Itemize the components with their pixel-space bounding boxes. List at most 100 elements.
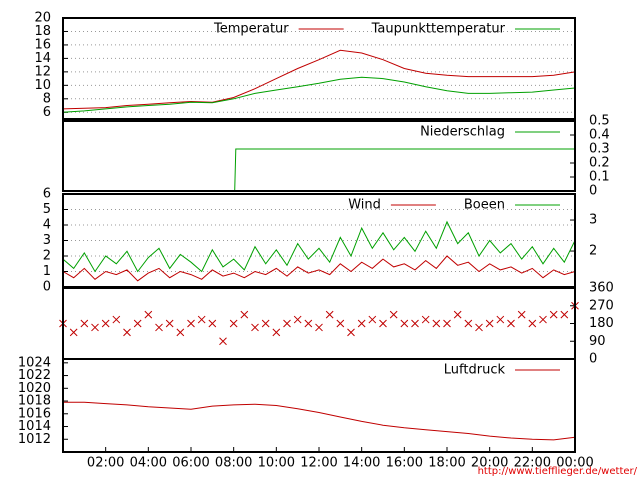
- scatter-point: [464, 319, 473, 328]
- legend-label: Boeen: [464, 198, 505, 213]
- scatter-point: [261, 319, 270, 328]
- scatter-point: [283, 319, 291, 328]
- y-tick-label: 360: [589, 281, 614, 296]
- scatter-point: [293, 315, 302, 324]
- x-tick-label: 18:00: [428, 456, 465, 471]
- scatter-point: [432, 319, 441, 328]
- x-tick-label: 08:00: [215, 456, 252, 471]
- series-line: [62, 220, 576, 273]
- footer-link: http://www.tiefflieger.de/wetter/: [478, 466, 638, 477]
- scatter-point: [528, 319, 537, 328]
- y2-tick-label: 2: [589, 244, 597, 259]
- scatter-point: [400, 319, 409, 328]
- x-tick-label: 06:00: [172, 456, 209, 471]
- scatter-point: [219, 337, 227, 346]
- legend-label: Taupunkttemperatur: [371, 22, 506, 37]
- scatter-point: [475, 323, 483, 332]
- scatter-point: [379, 319, 387, 328]
- scatter-point: [69, 328, 78, 337]
- scatter-point: [453, 310, 462, 319]
- y-tick-label: 270: [589, 298, 614, 313]
- y-tick-label: 2: [43, 249, 51, 264]
- scatter-point: [304, 319, 313, 328]
- y-tick-label: 0.2: [589, 156, 610, 171]
- series-line: [62, 76, 576, 113]
- scatter-point: [272, 328, 281, 337]
- scatter-point: [368, 315, 377, 324]
- scatter-point: [187, 319, 195, 328]
- scatter-point: [336, 319, 345, 328]
- y-tick-label: 5: [43, 202, 51, 217]
- scatter-point: [507, 319, 515, 328]
- scatter-point: [144, 310, 153, 319]
- y-tick-label: 20: [34, 11, 51, 26]
- y2-tick-label: 3: [589, 213, 597, 228]
- y-tick-label: 180: [589, 316, 614, 331]
- y-tick-label: 0: [589, 352, 597, 367]
- panel-frame: [62, 17, 576, 120]
- legend-label: Niederschlag: [420, 125, 505, 140]
- scatter-point: [176, 328, 185, 337]
- scatter-point: [133, 319, 142, 328]
- scatter-point: [411, 319, 419, 328]
- scatter-point: [240, 310, 249, 319]
- y-tick-label: 1020: [18, 381, 51, 396]
- scatter-point: [560, 310, 569, 319]
- scatter-point: [517, 310, 526, 319]
- x-tick-label: 10:00: [258, 456, 295, 471]
- scatter-point: [496, 315, 505, 324]
- y-tick-label: 0.3: [589, 142, 610, 157]
- scatter-point: [251, 323, 259, 332]
- scatter-point: [155, 323, 163, 332]
- x-tick-label: 04:00: [130, 456, 167, 471]
- scatter-point: [91, 323, 99, 332]
- y-tick-label: 1012: [18, 432, 51, 447]
- legend-label: Wind: [348, 198, 381, 213]
- scatter-point: [539, 315, 547, 324]
- scatter-point: [229, 319, 238, 328]
- y-tick-label: 1: [43, 264, 51, 279]
- y-tick-label: 1016: [18, 406, 51, 421]
- legend-label: Luftdruck: [444, 363, 506, 378]
- scatter-point: [357, 319, 366, 328]
- scatter-point: [325, 310, 334, 319]
- y-tick-label: 10: [34, 78, 51, 93]
- scatter-point: [208, 319, 217, 328]
- y-tick-label: 4: [43, 218, 51, 233]
- x-tick-label: 02:00: [87, 456, 124, 471]
- scatter-point: [347, 328, 355, 337]
- series-line: [62, 255, 576, 282]
- y-tick-label: 0: [43, 280, 51, 295]
- x-tick-label: 12:00: [300, 456, 337, 471]
- scatter-point: [80, 319, 89, 328]
- y-tick-label: 1024: [18, 355, 51, 370]
- scatter-point: [389, 310, 398, 319]
- x-tick-label: 14:00: [343, 456, 380, 471]
- scatter-point: [421, 315, 430, 324]
- scatter-point: [197, 315, 206, 324]
- y-tick-label: 14: [34, 51, 51, 66]
- y-tick-label: 3: [43, 233, 51, 248]
- scatter-point: [315, 323, 323, 332]
- y-tick-label: 1018: [18, 394, 51, 409]
- y-tick-label: 0.1: [589, 170, 610, 185]
- y-tick-label: 16: [34, 37, 51, 52]
- x-tick-label: 00:00: [556, 456, 593, 471]
- panel-frame: [62, 120, 576, 192]
- scatter-point: [123, 328, 131, 337]
- y-tick-label: 6: [43, 105, 51, 120]
- scatter-point: [165, 319, 174, 328]
- series-line: [63, 401, 576, 441]
- y-tick-label: 90: [589, 334, 606, 349]
- y-tick-label: 0: [589, 184, 597, 199]
- series-line: [62, 49, 576, 110]
- x-tick-label: 16:00: [386, 456, 423, 471]
- y-tick-label: 18: [34, 24, 51, 39]
- x-tick-label: 22:00: [514, 456, 551, 471]
- scatter-point: [112, 315, 121, 324]
- y-tick-label: 1014: [18, 419, 51, 434]
- scatter-point: [549, 310, 558, 319]
- scatter-point: [101, 319, 110, 328]
- x-tick-label: 20:00: [471, 456, 508, 471]
